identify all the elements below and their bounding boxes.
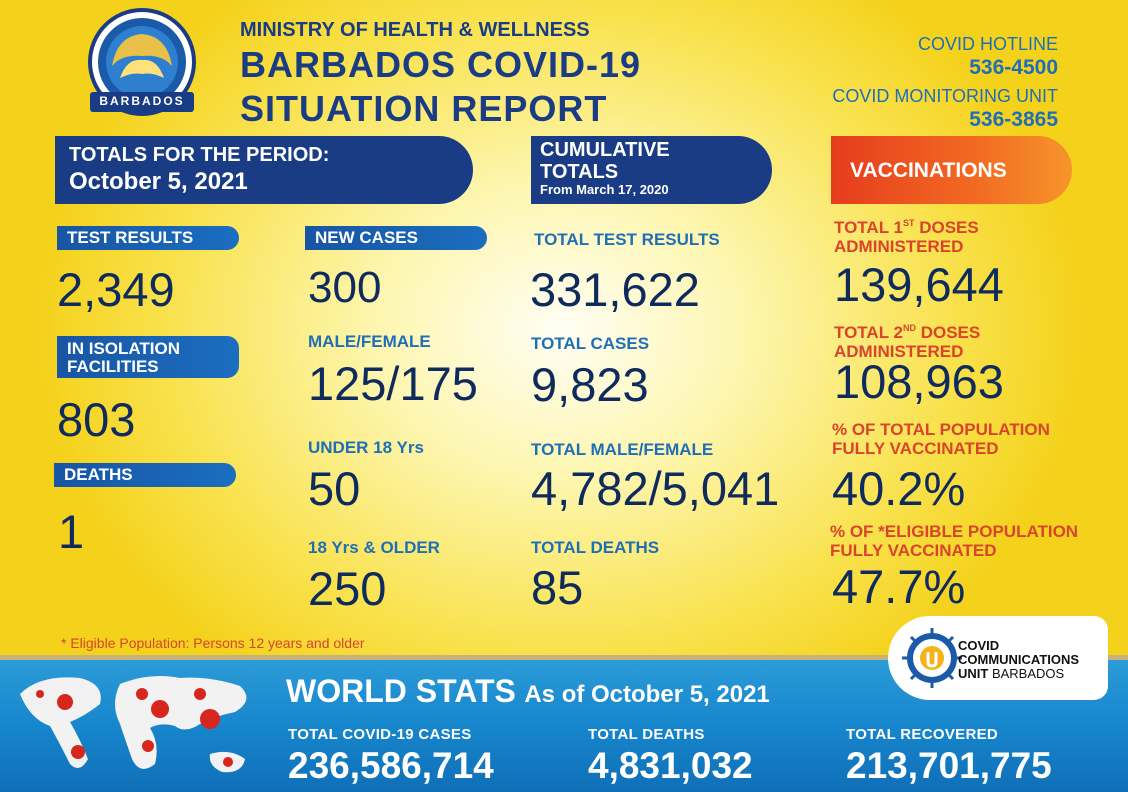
new-cases-pill: NEW CASES xyxy=(305,226,487,250)
total-test-results-value: 331,622 xyxy=(530,263,700,316)
vaccinations-heading: VACCINATIONS xyxy=(850,159,1007,182)
test-results-value: 2,349 xyxy=(57,263,175,316)
world-stats-date: As of October 5, 2021 xyxy=(524,681,770,708)
ccu-badge: COVID COMMUNICATIONS UNIT BARBADOS xyxy=(888,616,1108,700)
total-test-results-label: TOTAL TEST RESULTS xyxy=(534,230,720,249)
pct-total-value: 40.2% xyxy=(832,462,966,515)
world-stats-band: WORLD STATS As of October 5, 2021 TOTAL … xyxy=(0,655,1128,792)
ministry-logo: BARBADOS xyxy=(72,6,212,120)
period-heading: TOTALS FOR THE PERIOD: xyxy=(69,144,330,166)
pct-eligible-value: 47.7% xyxy=(832,560,966,613)
logo-banner-text: BARBADOS xyxy=(99,94,185,108)
under-18-value: 50 xyxy=(308,462,361,515)
test-results-pill: TEST RESULTS xyxy=(57,226,239,250)
second-doses-label: TOTAL 2ND DOSES ADMINISTERED xyxy=(834,323,981,361)
monitoring-label: COVID MONITORING UNIT xyxy=(832,86,1058,106)
footnote: * Eligible Population: Persons 12 years … xyxy=(61,635,365,651)
total-deaths-label: TOTAL DEATHS xyxy=(531,538,660,557)
male-female-label: MALE/FEMALE xyxy=(308,332,431,351)
total-cases-label: TOTAL CASES xyxy=(531,334,650,353)
pct-eligible-label: % OF *ELIGIBLE POPULATION FULLY VACCINATE… xyxy=(830,522,1079,560)
world-recovered-value: 213,701,775 xyxy=(846,745,1052,786)
isolation-value: 803 xyxy=(57,393,136,446)
world-cases-value: 236,586,714 xyxy=(288,745,494,786)
over-18-label: 18 Yrs & OLDER xyxy=(308,538,440,557)
world-stats-title: WORLD STATS As of October 5, 2021 xyxy=(286,673,770,710)
world-deaths-label: TOTAL DEATHS xyxy=(588,726,705,743)
monitoring-number: 536-3865 xyxy=(969,108,1058,131)
report-title-line1: BARBADOS COVID-19 xyxy=(240,44,642,85)
second-doses-value: 108,963 xyxy=(834,355,1004,408)
cumulative-header: CUMULATIVE TOTALS From March 17, 2020 xyxy=(531,136,772,204)
new-cases-value: 300 xyxy=(308,263,382,312)
ministry-name: MINISTRY OF HEALTH & WELLNESS xyxy=(240,19,590,41)
first-doses-value: 139,644 xyxy=(834,258,1004,311)
cumulative-heading: CUMULATIVE TOTALS xyxy=(540,139,670,183)
deaths-pill: DEATHS xyxy=(54,463,236,487)
world-map-icon xyxy=(20,676,247,773)
over-18-value: 250 xyxy=(308,562,387,615)
cumulative-subheading: From March 17, 2020 xyxy=(540,182,669,197)
hotline-number: 536-4500 xyxy=(969,56,1058,79)
world-cases-label: TOTAL COVID-19 CASES xyxy=(288,726,472,743)
period-header: TOTALS FOR THE PERIOD: October 5, 2021 xyxy=(55,136,473,204)
deaths-value: 1 xyxy=(58,505,85,558)
vaccinations-header: VACCINATIONS xyxy=(831,136,1072,204)
ccu-text: COVID COMMUNICATIONS UNIT BARBADOS xyxy=(958,638,1080,681)
period-date: October 5, 2021 xyxy=(69,168,248,195)
world-deaths-value: 4,831,032 xyxy=(588,745,753,786)
isolation-pill: IN ISOLATION FACILITIES xyxy=(57,336,239,378)
report-title-line2: SITUATION REPORT xyxy=(240,88,608,129)
first-doses-label: TOTAL 1ST DOSES ADMINISTERED xyxy=(834,218,979,256)
world-recovered-label: TOTAL RECOVERED xyxy=(846,726,999,743)
hotline-label: COVID HOTLINE xyxy=(917,34,1058,54)
pct-total-label: % OF TOTAL POPULATION FULLY VACCINATED xyxy=(832,420,1050,458)
male-female-value: 125/175 xyxy=(308,357,478,410)
total-male-female-value: 4,782/5,041 xyxy=(531,462,780,515)
virus-logo-icon xyxy=(902,628,962,688)
under-18-label: UNDER 18 Yrs xyxy=(308,438,424,457)
world-stats-heading: WORLD STATS xyxy=(286,673,516,709)
total-deaths-value: 85 xyxy=(531,561,584,614)
total-male-female-label: TOTAL MALE/FEMALE xyxy=(531,440,714,459)
total-cases-value: 9,823 xyxy=(531,358,649,411)
